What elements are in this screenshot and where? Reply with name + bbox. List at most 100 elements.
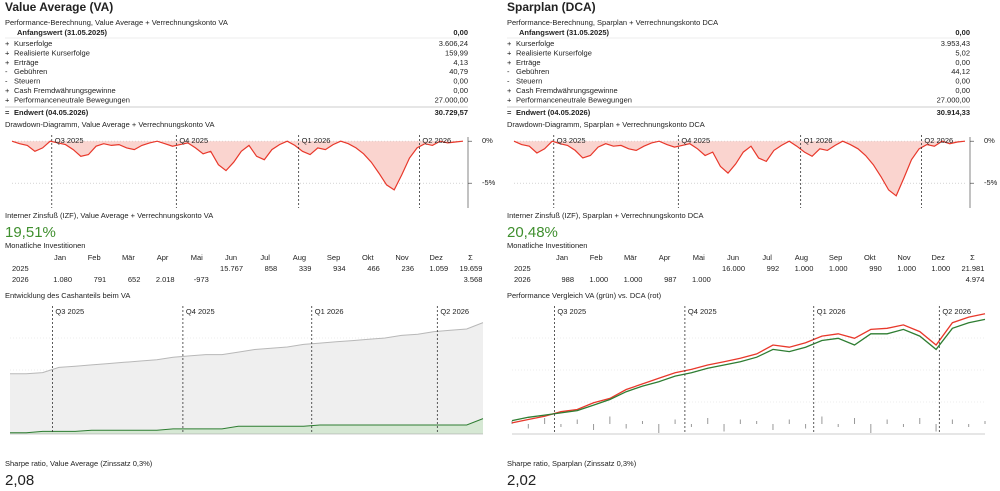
bar bbox=[902, 424, 904, 427]
row-label: Erträge bbox=[516, 58, 541, 67]
month-header: Σ bbox=[970, 253, 975, 262]
line bbox=[511, 318, 986, 422]
row-value: 40,79 bbox=[449, 67, 468, 76]
month-header: Σ bbox=[468, 253, 473, 262]
start-label: Anfangswert (31.05.2025) bbox=[17, 28, 108, 37]
month-value: -973 bbox=[194, 275, 209, 284]
month-header: Jan bbox=[54, 253, 66, 262]
month-header: Jan bbox=[556, 253, 568, 262]
month-header: Apr bbox=[659, 253, 671, 262]
month-value: 652 bbox=[128, 275, 141, 284]
month-header: Okt bbox=[362, 253, 375, 262]
area bbox=[10, 322, 483, 434]
sharpe-value: 2,08 bbox=[5, 472, 34, 489]
bar bbox=[560, 424, 562, 427]
month-header: Mai bbox=[693, 253, 705, 262]
month-value: 4.974 bbox=[966, 275, 985, 284]
row-label: Steuern bbox=[516, 77, 542, 86]
bar bbox=[593, 424, 595, 430]
irr-value: 20,48% bbox=[507, 224, 558, 241]
end-value: 30.914,33 bbox=[937, 108, 970, 117]
month-value: 1.000 bbox=[624, 275, 643, 284]
row-value: 27.000,00 bbox=[937, 95, 970, 104]
row-sign: + bbox=[5, 86, 10, 95]
y-tick-label: 0% bbox=[482, 136, 493, 145]
year-label: 2025 bbox=[514, 264, 531, 273]
chart-heading: Drawdown-Diagramm, Sparplan + Verrechnun… bbox=[507, 120, 705, 129]
year-label: 2025 bbox=[12, 264, 29, 273]
bar bbox=[821, 416, 823, 424]
quarter-label: Q1 2026 bbox=[315, 307, 344, 316]
chart-heading: Performance Vergleich VA (grün) vs. DCA … bbox=[507, 291, 662, 300]
table-heading: Performance-Berechnung, Sparplan + Verre… bbox=[507, 18, 718, 27]
row-label: Steuern bbox=[14, 77, 40, 86]
row-sign: + bbox=[507, 58, 512, 67]
row-sign: - bbox=[5, 77, 8, 86]
month-header: Mär bbox=[122, 253, 135, 262]
row-sign: - bbox=[507, 77, 510, 86]
row-sign: + bbox=[507, 95, 512, 104]
month-header: Jul bbox=[260, 253, 270, 262]
start-label: Anfangswert (31.05.2025) bbox=[519, 28, 610, 37]
bar bbox=[951, 419, 953, 424]
bar bbox=[658, 424, 660, 433]
month-header: Okt bbox=[864, 253, 877, 262]
month-header: Aug bbox=[795, 253, 808, 262]
quarter-label: Q3 2025 bbox=[557, 136, 586, 145]
bar bbox=[854, 418, 856, 424]
month-header: Nov bbox=[897, 253, 911, 262]
bar bbox=[527, 424, 529, 429]
y-tick-label: -5% bbox=[482, 178, 496, 187]
month-value: 987 bbox=[664, 275, 677, 284]
bar bbox=[919, 418, 921, 424]
month-header: Aug bbox=[293, 253, 306, 262]
month-value: 1.000 bbox=[829, 264, 848, 273]
end-sign: = bbox=[5, 108, 10, 117]
end-value: 30.729,57 bbox=[435, 108, 468, 117]
month-header: Sep bbox=[829, 253, 842, 262]
row-value: 0,00 bbox=[955, 77, 970, 86]
sharpe-heading: Sharpe ratio, Value Average (Zinssatz 0,… bbox=[5, 459, 153, 468]
month-value: 1.080 bbox=[53, 275, 72, 284]
quarter-label: Q4 2025 bbox=[681, 136, 710, 145]
row-label: Performanceneutrale Bewegungen bbox=[516, 95, 632, 104]
month-value: 1.000 bbox=[589, 275, 608, 284]
month-value: 988 bbox=[561, 275, 574, 284]
bar bbox=[641, 421, 643, 424]
row-sign: + bbox=[507, 86, 512, 95]
area-line bbox=[10, 418, 484, 434]
month-header: Feb bbox=[88, 253, 101, 262]
quarter-label: Q3 2025 bbox=[55, 136, 84, 145]
y-tick-label: -5% bbox=[984, 178, 998, 187]
row-sign: + bbox=[5, 95, 10, 104]
month-value: 1.000 bbox=[897, 264, 916, 273]
bar bbox=[544, 418, 546, 424]
quarter-label: Q4 2025 bbox=[186, 307, 215, 316]
area-line bbox=[10, 322, 484, 375]
start-value: 0,00 bbox=[955, 28, 970, 37]
month-header: Jun bbox=[727, 253, 739, 262]
bar bbox=[707, 418, 709, 424]
month-value: 15.767 bbox=[220, 264, 243, 273]
table-heading: Monatliche Investitionen bbox=[5, 241, 85, 250]
bar bbox=[625, 424, 627, 429]
bar bbox=[609, 416, 611, 424]
y-tick-label: 0% bbox=[984, 136, 995, 145]
table-heading: Performance-Berechnung, Value Average + … bbox=[5, 18, 228, 27]
chart-heading: Entwicklung des Cashanteils beim VA bbox=[5, 291, 130, 300]
section-title: Sparplan (DCA) bbox=[507, 0, 596, 14]
month-header: Nov bbox=[395, 253, 409, 262]
row-sign: + bbox=[5, 58, 10, 67]
month-header: Mär bbox=[624, 253, 637, 262]
chart-heading: Drawdown-Diagramm, Value Average + Verre… bbox=[5, 120, 215, 129]
month-header: Apr bbox=[157, 253, 169, 262]
month-value: 2.018 bbox=[156, 275, 175, 284]
bar bbox=[788, 419, 790, 424]
bar bbox=[576, 419, 578, 424]
month-value: 791 bbox=[94, 275, 107, 284]
bar bbox=[805, 424, 807, 429]
quarter-label: Q4 2025 bbox=[179, 136, 208, 145]
sharpe-heading: Sharpe ratio, Sparplan (Zinssatz 0,3%) bbox=[507, 459, 637, 468]
month-value: 236 bbox=[401, 264, 414, 273]
sharpe-value: 2,02 bbox=[507, 472, 536, 489]
